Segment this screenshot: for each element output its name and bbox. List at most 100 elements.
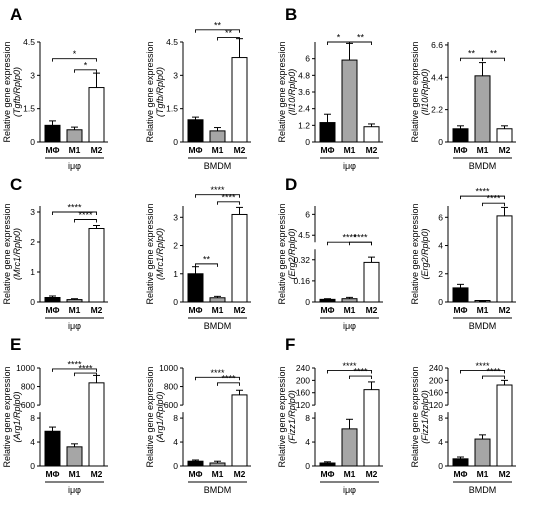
significance-bracket [460,195,505,200]
y-axis-label-line1: Relative gene expression [277,366,287,467]
bar-M2 [231,213,248,303]
y-tick-label: 120 [296,400,310,410]
bar-M2 [363,389,380,467]
y-axis-label: Relative gene expression(Tgfb/Rplp0) [2,41,22,142]
group-label: BMDM [204,321,232,331]
category-label: M2 [234,469,246,479]
bar-MΦ [44,124,61,143]
y-tick-label: 4.8 [298,70,310,80]
y-axis-label: Relative gene expression(Arg1/Rplp0) [145,366,165,467]
y-tick-label: 3 [173,70,178,80]
y-tick-label: 0.16 [293,276,310,286]
panel-B: B 0 1.2 2.4 3.6 4.8 6 Relative gene expression(… [277,5,383,171]
significance-bracket [217,37,240,41]
y-tick-label: 2.2 [431,105,443,115]
y-axis-label-gene: (Tgfb/Rplp0) [155,67,165,117]
category-label: M1 [212,469,224,479]
group-label: iμφ [343,321,356,331]
category-label: MΦ [453,469,467,479]
category-label: M1 [344,469,356,479]
group-label: iμφ [68,321,81,331]
bar-MΦ [187,273,204,303]
y-axis-label-gene: (Arg1/Rplp0) [155,391,165,442]
significance-label: ** [490,49,498,59]
y-tick-label: 0 [173,297,178,307]
category-label: M2 [91,305,103,315]
bar-M2 [496,128,513,143]
category-label: M1 [69,145,81,155]
panel-D: D 0 0.16 0.32 4.5 6 Relative gene expression(E… [277,175,383,331]
bar-MΦ [44,430,61,467]
significance-bracket [195,263,218,267]
y-tick-label: 4.4 [431,72,443,82]
category-label: M2 [366,145,378,155]
y-tick-label: 0 [438,137,443,147]
bar-M1 [66,446,83,467]
y-tick-label: 240 [296,363,310,373]
significance-label: **** [78,364,93,374]
bar-M2 [88,382,105,467]
category-label: M2 [91,145,103,155]
y-tick-label: 1.5 [166,104,178,114]
category-label: M1 [477,145,489,155]
significance-bracket [74,69,97,73]
category-label: M2 [499,469,511,479]
significance-label: **** [221,192,236,202]
y-tick-label: 1000 [159,363,178,373]
bar-M1 [474,438,491,467]
y-tick-label: 1 [173,269,178,279]
bar-M1 [341,428,358,467]
bar-MΦ [187,460,204,467]
significance-bracket [349,41,372,45]
significance-label: ** [225,28,233,38]
bar-M1 [209,130,226,143]
group-label: BMDM [469,321,497,331]
significance-label: ** [203,254,211,264]
bar-MΦ [44,297,61,303]
category-label: M1 [212,305,224,315]
y-axis-label-gene: (Arg1/Rplp0) [12,391,22,442]
significance-bracket [460,370,505,374]
y-tick-label: 3 [173,212,178,222]
significance-label: ** [357,33,365,43]
y-tick-label: 0 [30,461,35,471]
bar-M2 [496,384,513,467]
significance-label: **** [353,233,368,243]
group-label: BMDM [204,485,232,495]
category-label: M2 [499,305,511,315]
significance-bracket [52,211,97,215]
category-label: MΦ [453,305,467,315]
y-tick-label: 0 [305,461,310,471]
y-axis-label-line1: Relative gene expression [277,41,287,142]
y-axis-label: Relative gene expression(Il10/Rplp0) [277,41,297,142]
y-axis-label-line1: Relative gene expression [145,41,155,142]
y-tick-label: 4 [305,437,310,447]
bar-M2 [363,126,380,143]
y-tick-label: 4 [438,241,443,251]
group-label: BMDM [204,161,232,171]
y-tick-label: 6.6 [431,40,443,50]
significance-bracket [195,194,240,198]
category-label: MΦ [188,469,202,479]
category-label: MΦ [45,469,59,479]
y-tick-label: 3.6 [298,87,310,97]
y-tick-label: 160 [296,388,310,398]
y-tick-label: 0 [173,461,178,471]
group-label: iμφ [68,161,81,171]
y-tick-label: 2 [438,269,443,279]
y-axis-label-line1: Relative gene expression [2,41,12,142]
y-tick-label: 3 [30,70,35,80]
y-tick-label: 200 [296,375,310,385]
panel-letter: A [10,5,22,24]
y-tick-label: 8 [305,413,310,423]
category-label: M2 [234,145,246,155]
panel-letter: B [285,5,297,24]
y-axis-label-gene: (Fizz1/Rplp0) [420,390,430,444]
significance-bracket [482,202,505,207]
y-axis-label-gene: (Erg2/Rplp0) [287,228,297,279]
category-label: MΦ [45,145,59,155]
